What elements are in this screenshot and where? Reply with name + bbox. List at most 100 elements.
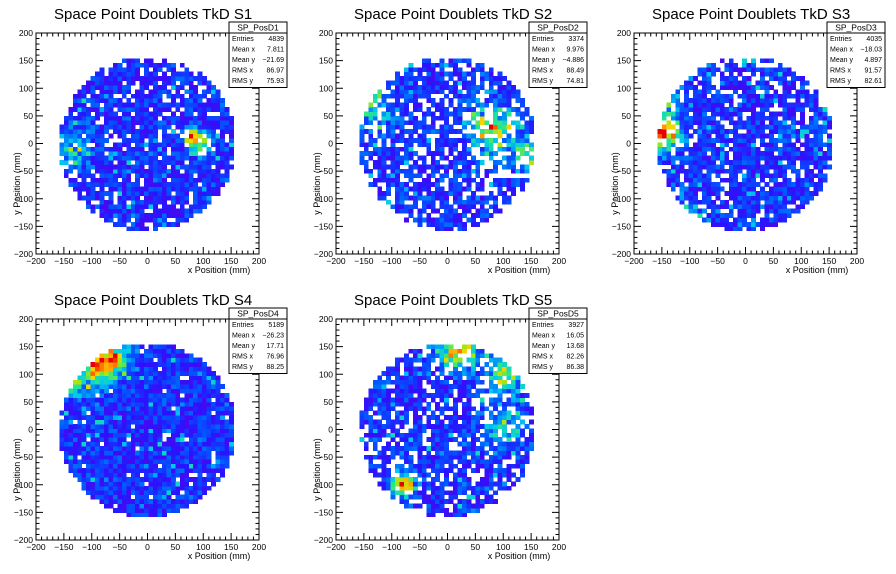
histogram-bin [228, 432, 234, 438]
histogram-bin [448, 137, 454, 143]
histogram-bin [719, 71, 725, 77]
histogram-bin [197, 379, 203, 385]
plot-title: Space Point Doublets TkD S3 [652, 6, 850, 23]
histogram-bin [706, 102, 712, 108]
histogram-bin [139, 357, 145, 363]
histogram-bin [228, 441, 234, 447]
histogram-bin [453, 111, 458, 117]
histogram-bin [95, 428, 100, 434]
histogram-bin [728, 191, 734, 196]
histogram-bin [804, 186, 810, 192]
histogram-bin [670, 182, 676, 187]
histogram-bin [381, 177, 387, 183]
histogram-bin [206, 164, 212, 170]
histogram-bin [68, 423, 74, 429]
histogram-bin [368, 142, 374, 148]
histogram-bin [130, 115, 136, 121]
histogram-bin [795, 168, 801, 174]
histogram-bin [377, 432, 383, 438]
histogram-bin [777, 204, 783, 210]
histogram-bin [408, 195, 414, 201]
histogram-bin [515, 93, 521, 99]
histogram-bin [130, 428, 136, 434]
histogram-bin [484, 195, 490, 201]
histogram-bin [386, 468, 392, 473]
histogram-bin [104, 393, 109, 398]
histogram-bin [95, 204, 100, 210]
histogram-bin [170, 142, 176, 148]
histogram-bin [737, 151, 743, 157]
histogram-bin [737, 84, 743, 90]
histogram-bin [484, 89, 490, 95]
histogram-bin [126, 213, 132, 218]
histogram-bin [179, 423, 185, 429]
histogram-bin [184, 472, 190, 478]
histogram-bin [157, 393, 163, 398]
histogram-bin [408, 84, 414, 90]
histogram-bin [372, 93, 378, 99]
histogram-bin [764, 204, 770, 210]
histogram-bin [162, 441, 167, 447]
histogram-bin [157, 370, 163, 376]
histogram-bin [202, 155, 207, 161]
histogram-bin [795, 107, 801, 112]
histogram-bin [724, 107, 730, 112]
histogram-bin [68, 406, 74, 412]
histogram-bin [215, 401, 221, 407]
histogram-bin [144, 93, 150, 99]
histogram-bin [126, 446, 132, 451]
histogram-bin [121, 388, 127, 394]
histogram-bin [175, 177, 181, 183]
histogram-bin [130, 348, 136, 354]
histogram-bin [742, 107, 748, 112]
histogram-bin [688, 173, 694, 179]
histogram-bin [755, 129, 761, 134]
histogram-bin [430, 199, 436, 205]
histogram-bin [126, 441, 132, 447]
histogram-bin [90, 204, 96, 210]
histogram-bin [435, 80, 441, 86]
histogram-bin [86, 111, 92, 117]
histogram-bin [166, 362, 172, 367]
histogram-bin [697, 115, 703, 121]
histogram-bin [72, 115, 78, 121]
histogram-bin [430, 208, 436, 214]
histogram-bin [684, 111, 690, 117]
histogram-bin [679, 160, 685, 165]
histogram-bin [108, 102, 114, 108]
histogram-bin [215, 186, 221, 192]
histogram-bin [117, 124, 123, 130]
histogram-bin [386, 485, 392, 491]
histogram-bin [117, 384, 123, 390]
histogram-bin [813, 155, 819, 161]
histogram-bin [719, 204, 725, 210]
histogram-bin [390, 437, 396, 443]
histogram-bin [130, 357, 136, 363]
histogram-bin [666, 120, 672, 126]
histogram-bin [453, 137, 458, 143]
histogram-bin [791, 76, 797, 81]
histogram-bin [809, 191, 814, 196]
histogram-bin [99, 133, 105, 139]
histogram-bin [688, 102, 694, 108]
histogram-bin [104, 477, 109, 482]
histogram-bin [408, 177, 414, 183]
histogram-bin [59, 428, 65, 434]
histogram-bin [706, 155, 712, 161]
histogram-bin [197, 107, 203, 112]
histogram-bin [457, 129, 463, 134]
histogram-bin [493, 107, 499, 112]
histogram-bin [684, 160, 690, 165]
histogram-bin [404, 84, 409, 90]
histogram-bin [68, 177, 74, 183]
y-tick-label: 200 [19, 314, 33, 324]
histogram-bin [386, 120, 392, 126]
histogram-bin [390, 151, 396, 157]
histogram-bin [175, 199, 181, 205]
histogram-bin [162, 490, 167, 496]
histogram-bin [135, 472, 141, 478]
histogram-bin [215, 107, 221, 112]
histogram-bin [193, 362, 199, 367]
histogram-bin [706, 124, 712, 130]
histogram-bin [693, 195, 698, 201]
